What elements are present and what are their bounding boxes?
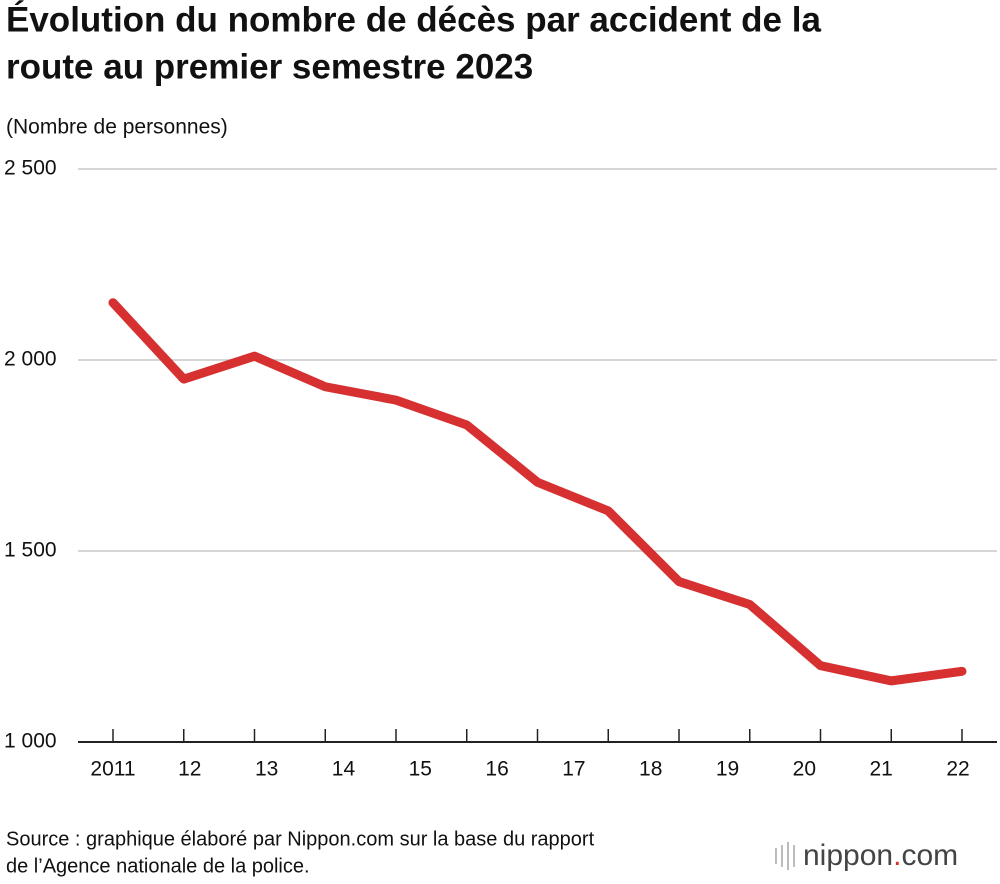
x-tick-label: 17 [562,758,585,781]
x-tick-label: 21 [870,758,893,781]
x-tick-label: 12 [178,758,201,781]
y-tick-label: 1 500 [4,539,57,562]
x-tick-label: 15 [409,758,432,781]
chart-title: Évolution du nombre de décès par acciden… [6,0,821,39]
y-tick-label: 2 000 [4,348,57,371]
x-tick-label: 14 [332,758,356,781]
line [108,298,967,686]
source: Source : graphique élaboré par Nippon.co… [6,828,595,850]
x-tick-label: 16 [485,758,508,781]
chart-title: route au premier semestre 2023 [6,47,533,86]
logo: nippon.com [775,839,958,872]
x-tick-label: 18 [639,758,662,781]
x-tick-label: 2011 [90,758,135,781]
y-axis-label: (Nombre de personnes) [6,116,228,139]
x-tick-label: 19 [716,758,739,781]
y-tick-label: 1 000 [4,730,57,753]
logo-suffix: com [901,839,958,872]
x-tick-label: 22 [946,758,969,781]
source: de l’Agence nationale de la police. [6,855,310,877]
x-tick-label: 13 [255,758,278,781]
logo-dot: . [893,839,901,872]
x-tick-label: 20 [793,758,816,781]
logo-name: nippon [803,839,893,872]
logo-text: nippon.com [803,839,958,872]
y-tick-label: 2 500 [4,157,57,180]
